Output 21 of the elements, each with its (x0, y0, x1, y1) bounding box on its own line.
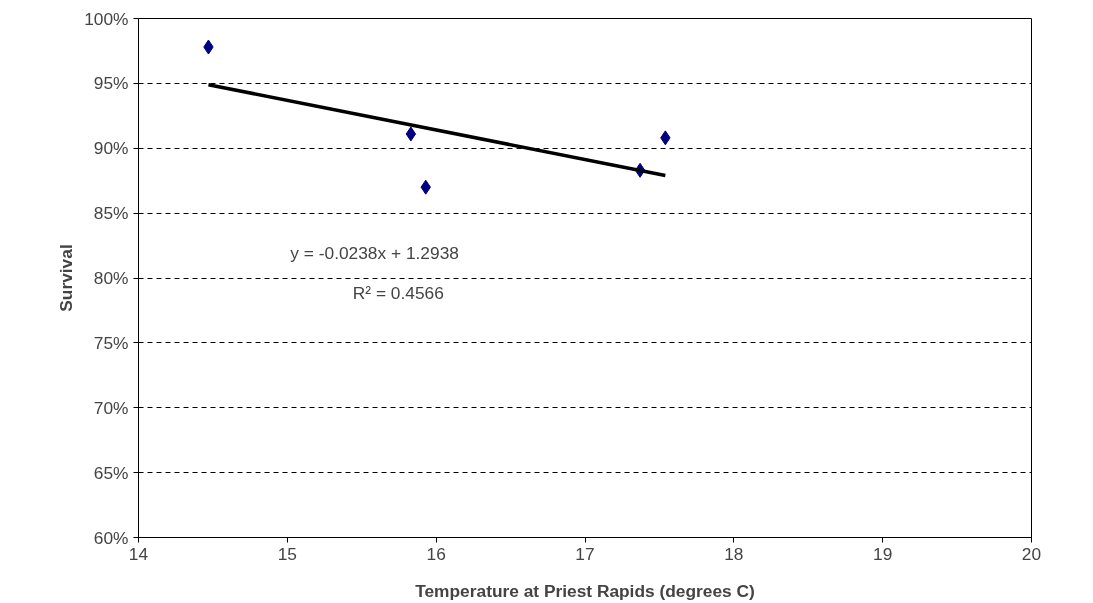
x-tick-label: 17 (575, 543, 595, 564)
y-tick-label: 85% (93, 203, 129, 224)
x-tick-label: 20 (1021, 543, 1042, 564)
annotation: R² = 0.4566 (352, 282, 444, 303)
y-tick-label: 80% (93, 268, 129, 288)
x-tick-label: 18 (724, 543, 744, 564)
x-axis-title: Temperature at Priest Rapids (degrees C) (415, 580, 755, 601)
x-tick-label: 15 (277, 543, 297, 564)
y-tick-label: 75% (93, 332, 129, 353)
point (405, 126, 417, 142)
y-tick-label: 70% (93, 397, 129, 418)
x-tick-label: 14 (128, 543, 149, 564)
y-tick-label: 100% (84, 8, 129, 29)
y-tick-label: 60% (93, 527, 129, 548)
annotation: y = -0.0238x + 1.2938 (290, 243, 459, 264)
y-tick-label: 65% (93, 462, 129, 483)
x-tick-label: 19 (873, 543, 893, 564)
y-tick-label: 90% (93, 138, 129, 159)
y-axis-title: Survival (56, 244, 77, 312)
y-tick-label: 95% (93, 73, 129, 94)
x-tick-label: 16 (426, 543, 446, 564)
